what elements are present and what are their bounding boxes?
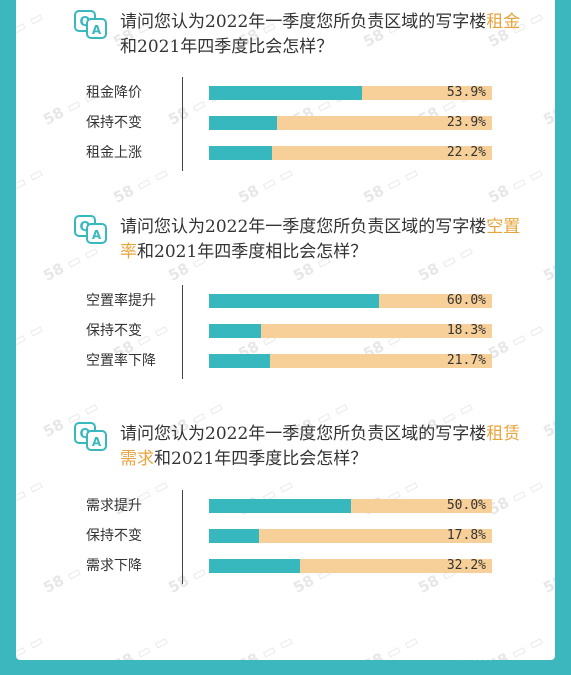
question-keyword: 租金 — [486, 12, 521, 32]
bar-fill — [209, 86, 362, 100]
bar-track: 18.3% — [209, 323, 492, 338]
bar-track: 32.2% — [209, 558, 492, 573]
bar-fill — [209, 529, 260, 543]
question-keyword: 租赁需求 — [120, 424, 521, 469]
bar-fill — [209, 559, 301, 573]
bar-track: 21.7% — [209, 353, 492, 368]
bar-track: 60.0% — [209, 293, 492, 308]
bar-value-label: 18.3% — [446, 323, 486, 338]
category-label: 需求下降 — [86, 558, 142, 574]
bar-track: 50.0% — [209, 498, 492, 513]
question-text: 请问您认为2022年一季度您所负责区域的写字楼 — [120, 217, 487, 237]
bar-fill — [209, 324, 261, 338]
chart-section-demand: Q A 请问您认为2022年一季度您所负责区域的写字楼租赁需求和2021年四季度比会… — [16, 412, 555, 612]
watermark-mark: 58 ▭ ▭ — [485, 631, 547, 660]
category-label: 保持不变 — [86, 528, 142, 544]
question-text: 请问您认为2022年一季度您所负责区域的写字楼 — [120, 12, 487, 32]
bar-track: 23.9% — [209, 115, 492, 130]
bar-value-label: 50.0% — [446, 498, 486, 513]
category-label: 租金上涨 — [86, 145, 142, 161]
question-text: 和2021年四季度比会怎样？ — [120, 37, 334, 57]
question-text: 和2021年四季度比会怎样？ — [154, 449, 368, 469]
bar-fill — [209, 146, 272, 160]
category-label: 空置率下降 — [86, 353, 156, 369]
bar-track: 17.8% — [209, 528, 492, 543]
question-text: 和2021年四季度相比会怎样？ — [137, 242, 368, 262]
bar-fill — [209, 354, 271, 368]
question-title: 请问您认为2022年一季度您所负责区域的写字楼租赁需求和2021年四季度比会怎样… — [120, 422, 530, 472]
watermark-mark: 58 ▭ ▭ — [235, 631, 297, 660]
watermark-mark: 58 ▭ ▭ — [110, 631, 172, 660]
bar-value-label: 32.2% — [446, 558, 486, 573]
bar-fill — [209, 294, 379, 308]
bar-track: 22.2% — [209, 145, 492, 160]
question-title: 请问您认为2022年一季度您所负责区域的写字楼空置率和2021年四季度相比会怎样… — [120, 215, 530, 265]
category-axis-line — [182, 285, 183, 379]
survey-panel: 58 ▭ ▭58 ▭ ▭58 ▭ ▭58 ▭ ▭58 ▭ ▭58 ▭ ▭58 ▭… — [16, 0, 555, 660]
bar-value-label: 23.9% — [446, 115, 486, 130]
svg-text:Q: Q — [79, 220, 90, 235]
bar-value-label: 53.9% — [446, 85, 486, 100]
svg-text:Q: Q — [79, 427, 90, 442]
svg-text:A: A — [92, 435, 102, 449]
question-title: 请问您认为2022年一季度您所负责区域的写字楼租金和2021年四季度比会怎样？ — [120, 10, 530, 60]
chart-section-rent: Q A 请问您认为2022年一季度您所负责区域的写字楼租金和2021年四季度比会怎样… — [16, 0, 555, 200]
bar-value-label: 60.0% — [446, 293, 486, 308]
category-label: 保持不变 — [86, 115, 142, 131]
svg-text:A: A — [92, 23, 102, 37]
svg-text:Q: Q — [79, 15, 90, 30]
bar-track: 53.9% — [209, 85, 492, 100]
watermark-mark: 58 ▭ ▭ — [360, 631, 422, 660]
chart-section-vacancy: Q A 请问您认为2022年一季度您所负责区域的写字楼空置率和2021年四季度相比会… — [16, 205, 555, 405]
svg-text:A: A — [92, 228, 102, 242]
bar-fill — [209, 116, 277, 130]
watermark-mark: 58 ▭ ▭ — [16, 631, 47, 660]
category-label: 保持不变 — [86, 323, 142, 339]
question-keyword: 空置率 — [120, 217, 521, 262]
anjuke-logo-text: 安居客 — [458, 648, 495, 662]
question-text: 请问您认为2022年一季度您所负责区域的写字楼 — [120, 424, 487, 444]
bar-fill — [209, 499, 351, 513]
bar-value-label: 21.7% — [446, 353, 486, 368]
category-axis-line — [182, 490, 183, 584]
category-label: 空置率提升 — [86, 293, 156, 309]
category-axis-line — [182, 77, 183, 171]
category-label: 需求提升 — [86, 498, 142, 514]
category-label: 租金降价 — [86, 85, 142, 101]
bar-value-label: 22.2% — [446, 145, 486, 160]
bar-value-label: 17.8% — [446, 528, 486, 543]
